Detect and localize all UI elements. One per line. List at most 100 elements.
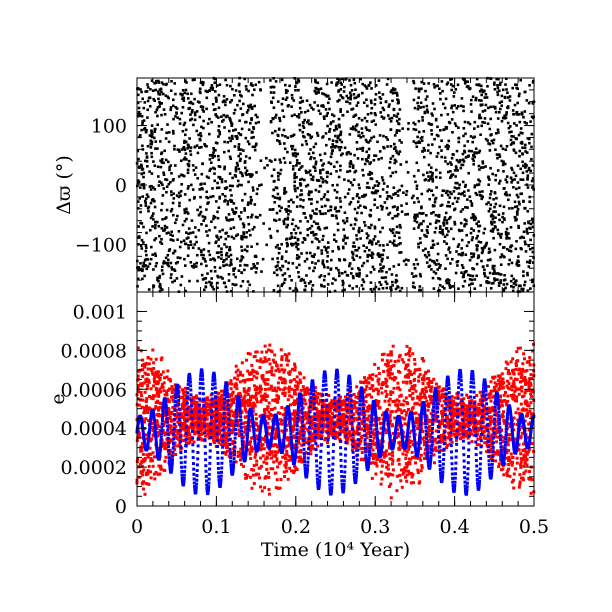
red-point — [405, 479, 409, 483]
top-point — [351, 252, 355, 255]
top-point — [315, 222, 318, 225]
red-point — [427, 369, 430, 373]
top-point — [491, 227, 495, 231]
top-point — [145, 155, 149, 158]
top-point — [278, 197, 281, 201]
top-point — [477, 224, 480, 228]
top-point — [470, 216, 473, 220]
top-point — [459, 221, 463, 225]
top-point — [314, 262, 317, 265]
top-point — [257, 120, 260, 124]
top-point — [386, 194, 390, 198]
top-point — [407, 122, 410, 125]
red-point — [417, 375, 421, 379]
red-point — [407, 469, 410, 473]
red-point — [322, 419, 325, 423]
red-point — [463, 415, 467, 419]
red-point — [273, 353, 277, 357]
top-point — [357, 183, 361, 186]
top-point — [214, 149, 217, 152]
top-point — [147, 288, 151, 291]
top-point — [496, 278, 499, 281]
top-point — [366, 259, 369, 263]
top-point — [352, 178, 356, 181]
red-point — [517, 411, 521, 415]
top-point — [516, 101, 519, 105]
top-point — [518, 113, 521, 116]
top-point — [475, 222, 478, 226]
red-point — [412, 412, 416, 415]
red-point — [267, 471, 270, 475]
top-point — [530, 132, 534, 136]
top-point — [451, 285, 455, 288]
top-point — [175, 277, 179, 280]
top-point — [449, 170, 452, 173]
top-point — [438, 145, 441, 149]
top-point — [472, 252, 476, 256]
top-point — [320, 104, 323, 108]
top-point — [499, 273, 503, 276]
top-point — [229, 157, 232, 160]
red-point — [270, 366, 274, 370]
top-point — [395, 119, 399, 123]
top-point — [343, 270, 347, 274]
top-point — [519, 167, 522, 171]
top-point — [494, 216, 497, 219]
red-point — [363, 409, 367, 413]
top-point — [423, 111, 427, 115]
red-point — [527, 448, 531, 452]
top-point — [317, 179, 321, 182]
top-point — [223, 281, 226, 285]
top-point — [274, 245, 278, 249]
top-point — [250, 136, 253, 140]
top-point — [240, 237, 243, 240]
red-point — [507, 449, 511, 453]
red-point — [425, 416, 429, 420]
top-point — [395, 279, 399, 283]
top-point — [194, 235, 198, 239]
top-point — [393, 244, 396, 247]
top-point — [483, 89, 486, 93]
top-point — [241, 256, 245, 259]
top-point — [215, 200, 218, 203]
top-point — [282, 128, 286, 132]
top-point — [162, 108, 166, 111]
top-point — [293, 187, 297, 191]
top-point — [425, 214, 428, 217]
top-point — [429, 170, 432, 174]
top-point — [325, 114, 328, 118]
top-point — [145, 152, 148, 155]
top-point — [272, 91, 276, 94]
top-point — [156, 276, 159, 280]
top-point — [331, 113, 334, 116]
top-point — [512, 277, 515, 281]
top-point — [190, 264, 194, 268]
top-point — [439, 97, 442, 101]
top-point — [314, 79, 317, 83]
top-point — [456, 83, 460, 87]
top-point — [229, 253, 233, 257]
red-point — [276, 486, 280, 490]
red-point — [337, 422, 341, 426]
top-point — [348, 264, 351, 268]
top-point — [249, 195, 253, 199]
top-point — [153, 252, 157, 255]
top-point — [223, 243, 226, 246]
top-point — [313, 166, 317, 169]
top-point — [494, 272, 498, 275]
top-point — [464, 183, 467, 187]
top-point — [431, 174, 434, 177]
top-point — [252, 189, 255, 192]
top-point — [478, 113, 481, 117]
top-point — [378, 91, 381, 94]
top-point — [392, 193, 395, 196]
top-point — [350, 89, 354, 92]
red-point — [247, 404, 250, 407]
red-point — [175, 416, 179, 420]
top-point — [412, 281, 415, 285]
top-point — [160, 181, 163, 185]
top-point — [450, 104, 454, 108]
top-point — [491, 172, 494, 176]
red-point — [512, 416, 516, 420]
top-point — [153, 136, 156, 140]
